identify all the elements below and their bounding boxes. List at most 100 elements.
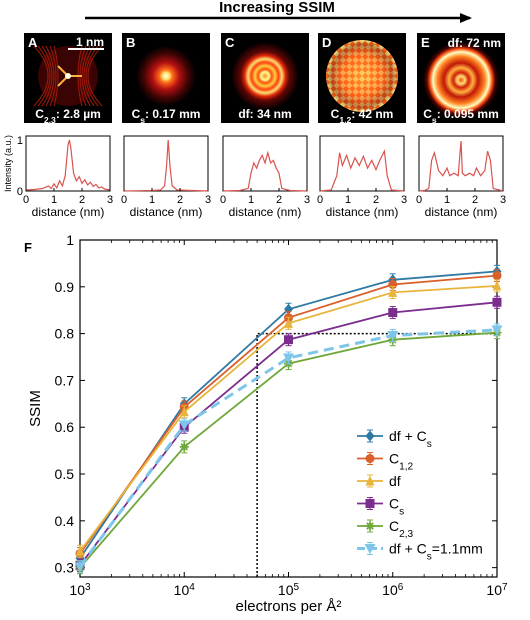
- panel-label: C1,2: 42 nm: [331, 107, 394, 125]
- panel-d: D C1,2: 42 nm: [318, 33, 406, 125]
- profile-xtick: 1: [345, 194, 351, 206]
- profile-xtick: 2: [177, 194, 183, 206]
- profile-ytick: 1: [17, 135, 23, 147]
- profile-xtick: 3: [304, 194, 310, 206]
- profile-ylabel: Intensity (a.u.): [3, 135, 13, 192]
- scale-bar-label: 1 nm: [76, 35, 104, 49]
- panel-letter: B: [126, 35, 135, 50]
- data-point: [74, 562, 86, 573]
- legend-item: df: [357, 473, 401, 489]
- profile-ytick: 0: [17, 186, 23, 198]
- data-point: [75, 545, 85, 556]
- profile-xtick: 1: [149, 194, 155, 206]
- xtick-label: 107: [486, 582, 508, 599]
- profile-xtick: 2: [472, 194, 478, 206]
- profile-xtick: 0: [121, 194, 127, 206]
- series-line: [78, 328, 498, 568]
- ytick-label: 0.7: [55, 372, 75, 388]
- panel-label-top: df: 72 nm: [448, 36, 501, 50]
- profile-xlabel: distance (nm): [326, 205, 399, 219]
- legend-label: df: [389, 473, 401, 489]
- profile-line: [123, 139, 209, 192]
- profile-xtick: 0: [220, 194, 226, 206]
- image-panels: A 1 nm C2,3: 2.8 µm BCs: 0.17 mm Cdf: 34 nm D…: [24, 33, 505, 125]
- data-point: [283, 353, 294, 364]
- profile-xtick: 1: [51, 194, 57, 206]
- profile-xtick: 1: [248, 194, 254, 206]
- series-1: [75, 269, 502, 561]
- legend-item: df + Cs=1.1mm: [357, 541, 483, 563]
- profile-frame: [319, 135, 405, 192]
- zoom-box: [256, 332, 497, 577]
- profile-xtick: 3: [500, 194, 506, 206]
- profile-line: [222, 150, 308, 192]
- diffraction-pattern: [326, 40, 398, 112]
- data-point: [491, 325, 503, 336]
- legend-item: Cs: [357, 496, 404, 517]
- profile-xlabel: distance (nm): [130, 205, 203, 219]
- data-point: [387, 330, 399, 341]
- profile-xtick: 3: [107, 194, 113, 206]
- xtick-label: 106: [382, 582, 404, 599]
- series-5: [74, 323, 503, 574]
- profile-xtick: 0: [23, 194, 29, 206]
- xtick-label: 103: [69, 582, 91, 599]
- arrow-label: Increasing SSIM: [219, 0, 335, 16]
- profile-xtick: 0: [416, 194, 422, 206]
- diffraction-pattern: [136, 46, 196, 106]
- legend-item: df + Cs: [357, 428, 432, 450]
- panel-letter: C: [225, 35, 235, 50]
- ytick-label: 0.5: [55, 466, 75, 482]
- profile-xtick: 3: [205, 194, 211, 206]
- data-point: [492, 271, 502, 281]
- profile-line: [418, 140, 504, 192]
- legend-label: df + Cs: [389, 428, 432, 450]
- profile-xtick: 2: [373, 194, 379, 206]
- data-point: [492, 280, 502, 291]
- profile-frame: [123, 135, 209, 192]
- xtick-label: 105: [278, 582, 300, 599]
- panel-label: C2,3: 2.8 µm: [35, 107, 101, 125]
- profile-line: [25, 139, 111, 191]
- ytick-label: 0.6: [55, 419, 75, 435]
- xtick-label: 104: [174, 582, 196, 599]
- data-point: [179, 406, 189, 417]
- legend-item: C2,3: [357, 518, 414, 540]
- panel-b: B Cs: 0.17 mm: [122, 33, 210, 125]
- ytick-label: 1: [66, 232, 74, 248]
- panel-letter-f: F: [24, 240, 32, 255]
- profile-line: [319, 149, 405, 192]
- profile-xlabel: distance (nm): [425, 205, 498, 219]
- profile-xtick: 2: [79, 194, 85, 206]
- panel-letter: A: [28, 35, 38, 50]
- ytick-label: 0.3: [55, 560, 75, 576]
- legend-label: df + Cs=1.1mm: [389, 541, 483, 563]
- profile-xtick: 3: [401, 194, 407, 206]
- profile-xlabel: distance (nm): [32, 205, 105, 219]
- diffraction-pattern: [423, 42, 499, 118]
- data-point: [178, 420, 190, 431]
- data-point: [388, 308, 398, 318]
- series-2: [75, 279, 502, 558]
- panel-letter: D: [322, 35, 331, 50]
- data-point: [284, 335, 293, 345]
- ytick-label: 0.4: [55, 513, 75, 529]
- data-point: [388, 286, 398, 297]
- profile-xtick: 2: [276, 194, 282, 206]
- x-axis-label: electrons per Å²: [236, 598, 342, 615]
- legend-item: C1,2: [357, 451, 414, 473]
- y-axis-label: SSIM: [27, 390, 44, 427]
- series-0: [75, 264, 502, 565]
- panel-label: df: 34 nm: [238, 107, 291, 121]
- legend-label: C2,3: [389, 518, 414, 540]
- legend-label: C1,2: [389, 451, 414, 473]
- profile-xlabel: distance (nm): [229, 205, 302, 219]
